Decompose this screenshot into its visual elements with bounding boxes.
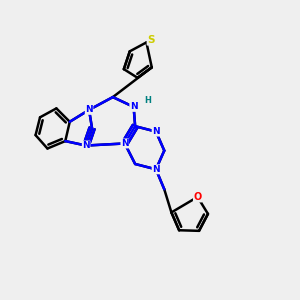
Text: S: S bbox=[147, 35, 154, 45]
Text: N: N bbox=[152, 165, 160, 174]
Text: N: N bbox=[152, 127, 160, 136]
Text: N: N bbox=[121, 139, 128, 148]
Text: N: N bbox=[82, 141, 90, 150]
Text: N: N bbox=[130, 102, 137, 111]
Text: H: H bbox=[145, 97, 152, 106]
Text: O: O bbox=[194, 192, 202, 202]
Text: N: N bbox=[85, 105, 93, 114]
